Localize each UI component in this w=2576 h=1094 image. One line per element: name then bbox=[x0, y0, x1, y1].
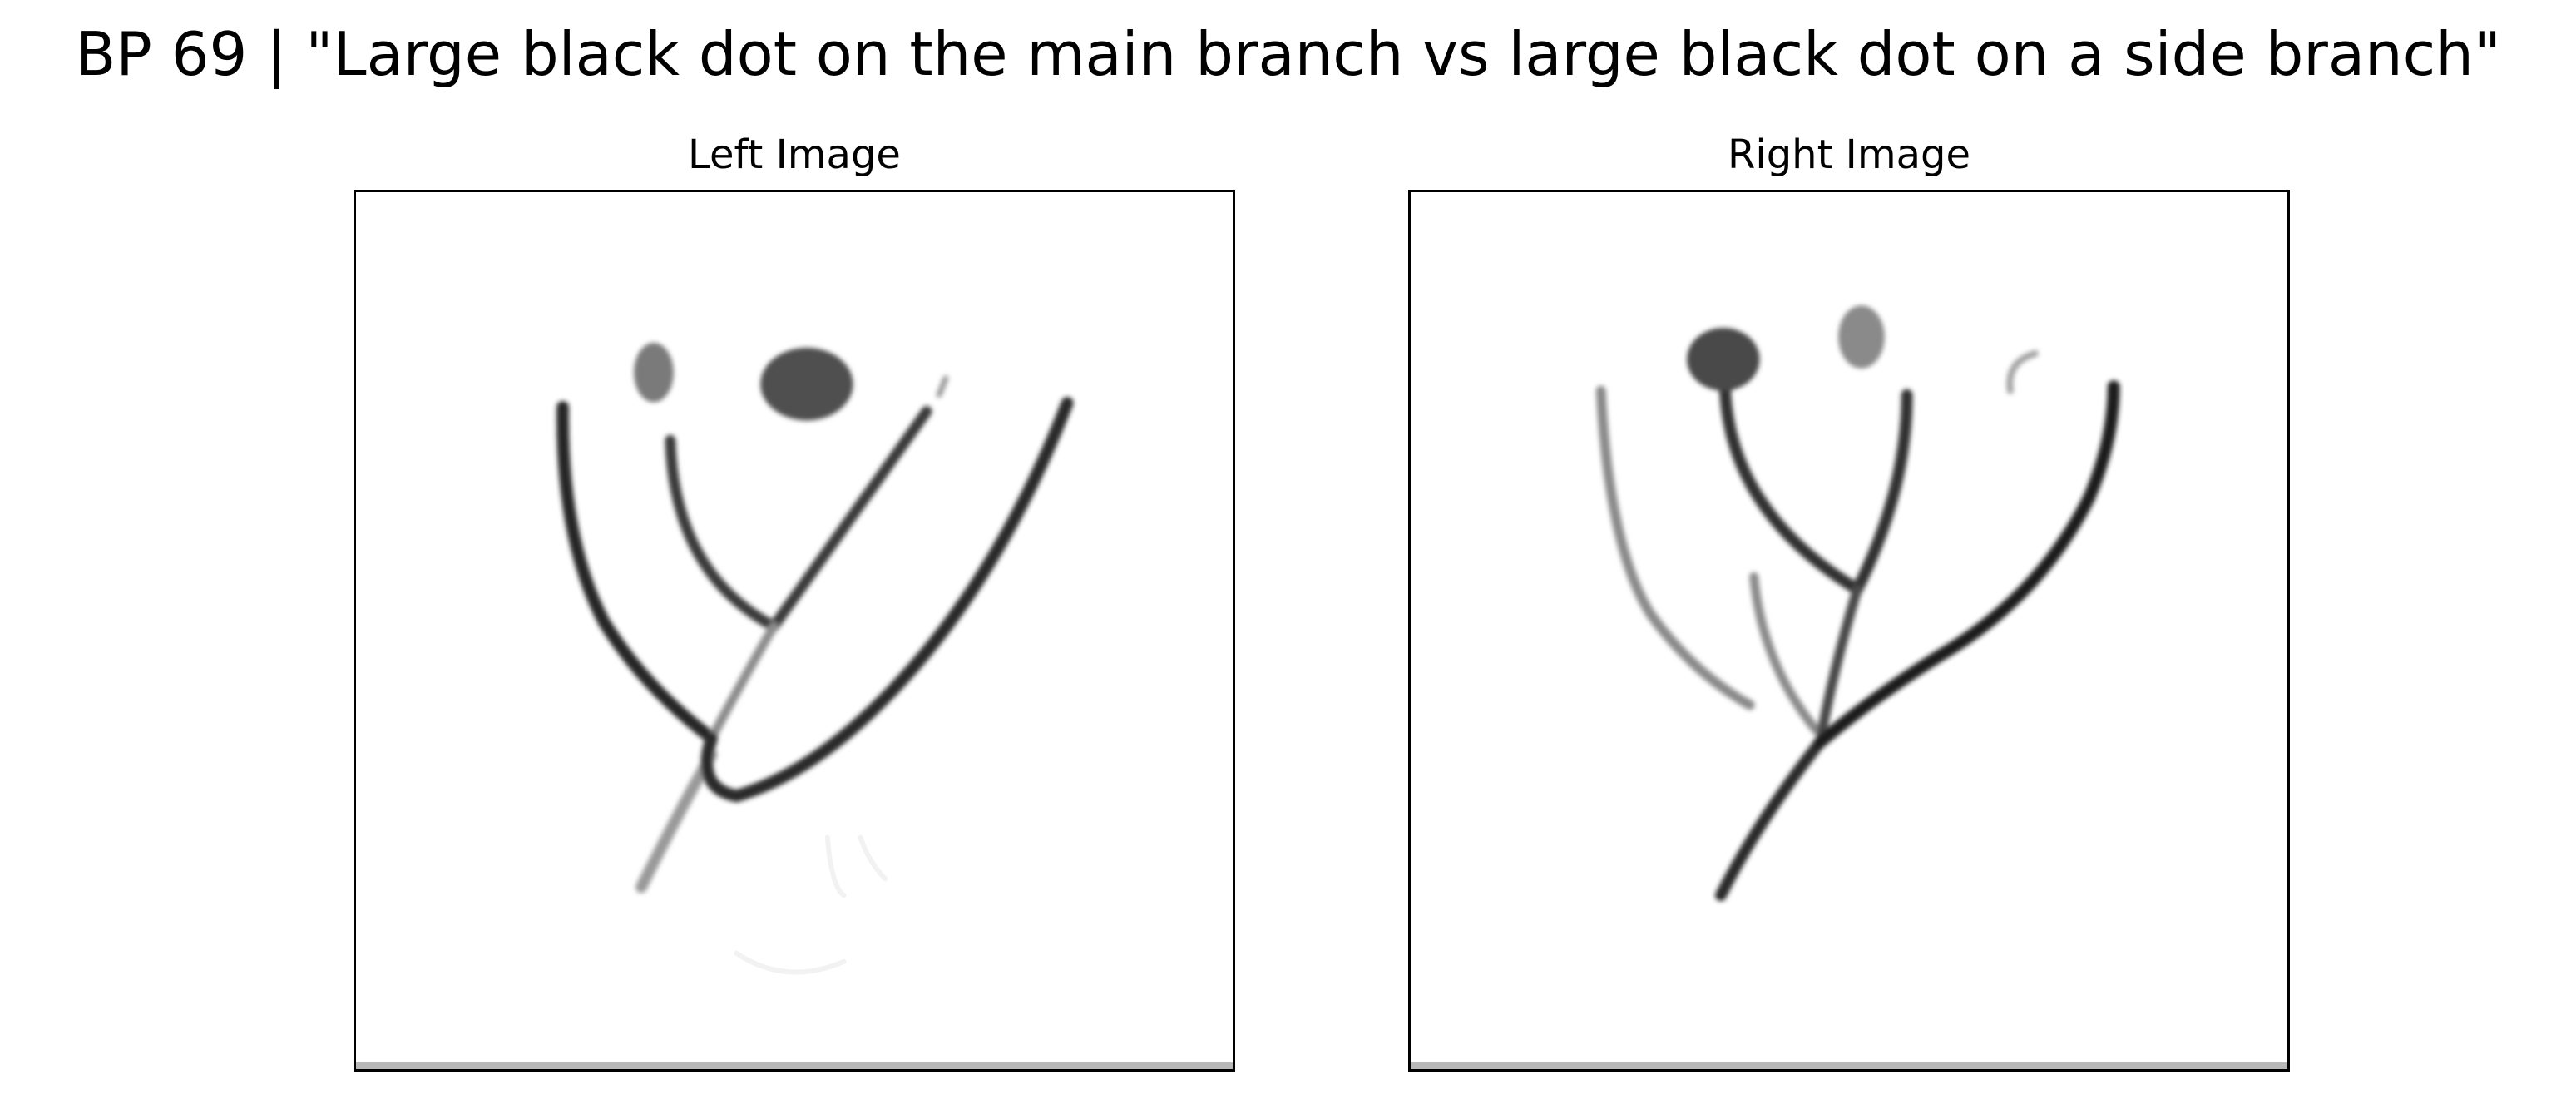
left-inner-branch-a bbox=[665, 434, 779, 632]
left-small-dot bbox=[634, 342, 674, 403]
left-main-branch bbox=[700, 397, 1074, 803]
figure-title: BP 69 | "Large black dot on the main bra… bbox=[75, 19, 2501, 89]
right-tree-drawing bbox=[1411, 305, 2287, 1069]
left-image-panel bbox=[354, 190, 1235, 1072]
right-faint-left-branch bbox=[1595, 385, 1755, 710]
left-tree-drawing bbox=[356, 342, 1233, 1069]
right-main-branch bbox=[1813, 380, 2120, 749]
right-panel-title: Right Image bbox=[1728, 131, 1970, 178]
right-trunk bbox=[1714, 736, 1827, 902]
left-trunk-stroke bbox=[635, 749, 718, 894]
right-small-dot bbox=[1838, 305, 1885, 369]
right-large-dot bbox=[1687, 328, 1760, 391]
left-large-dot bbox=[760, 347, 853, 421]
right-small-curl bbox=[2006, 349, 2039, 394]
right-connector bbox=[1815, 584, 1862, 748]
left-outer-branch bbox=[556, 401, 719, 745]
right-faint-mid-branch bbox=[1749, 572, 1821, 735]
left-small-tick bbox=[936, 375, 949, 398]
right-inner-branch-b bbox=[1851, 389, 1913, 596]
left-bottom-strip bbox=[356, 1062, 1233, 1069]
right-inner-branch-a bbox=[1718, 364, 1863, 596]
right-image-panel bbox=[1408, 190, 2290, 1072]
left-panel-title: Left Image bbox=[688, 131, 901, 178]
left-inner-branch-b bbox=[768, 406, 932, 632]
left-faint-connector bbox=[707, 621, 779, 743]
right-bottom-strip bbox=[1411, 1062, 2287, 1069]
